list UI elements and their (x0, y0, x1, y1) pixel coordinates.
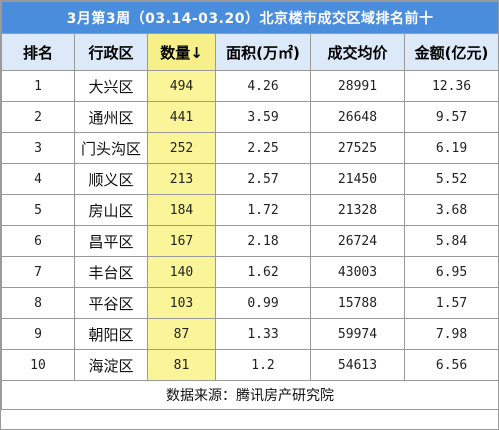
cell-count: 252 (147, 132, 216, 164)
table-title: 3月第3周（03.14-03.20）北京楼市成交区域排名前十 (0, 1, 499, 34)
cell-district: 顺义区 (74, 163, 148, 195)
cell-price: 59974 (310, 318, 405, 350)
cell-area: 0.99 (215, 287, 311, 319)
cell-amount: 12.36 (403, 70, 499, 102)
cell-price: 28991 (310, 70, 405, 102)
cell-amount: 6.95 (403, 256, 499, 288)
cell-rank: 8 (1, 287, 75, 319)
cell-rank: 7 (1, 256, 75, 288)
cell-rank: 5 (1, 194, 75, 226)
cell-district: 海淀区 (74, 349, 148, 381)
cell-price: 43003 (310, 256, 405, 288)
cell-area: 2.57 (215, 163, 311, 195)
cell-area: 2.18 (215, 225, 311, 257)
table-row: 8 平谷区 103 0.99 15788 1.57 (1, 287, 499, 319)
table-row: 2 通州区 441 3.59 26648 9.57 (1, 101, 499, 133)
cell-amount: 3.68 (403, 194, 499, 226)
title-row: 3月第3周（03.14-03.20）北京楼市成交区域排名前十 (0, 1, 499, 34)
table-row: 1 大兴区 494 4.26 28991 12.36 (1, 70, 499, 102)
table-row: 4 顺义区 213 2.57 21450 5.52 (1, 163, 499, 195)
cell-count: 103 (147, 287, 216, 319)
cell-area: 2.25 (215, 132, 311, 164)
cell-count: 441 (147, 101, 216, 133)
header-row: 排名 行政区 数量↓ 面积(万㎡) 成交均价 金额(亿元) (1, 33, 499, 71)
cell-area: 1.33 (215, 318, 311, 350)
data-source-note: 数据来源：腾讯房产研究院 (0, 380, 499, 410)
cell-district: 大兴区 (74, 70, 148, 102)
cell-amount: 5.52 (403, 163, 499, 195)
cell-rank: 2 (1, 101, 75, 133)
table-row: 9 朝阳区 87 1.33 59974 7.98 (1, 318, 499, 350)
cell-amount: 9.57 (403, 101, 499, 133)
cell-count: 213 (147, 163, 216, 195)
cell-district: 朝阳区 (74, 318, 148, 350)
cell-amount: 1.57 (403, 287, 499, 319)
cell-district: 平谷区 (74, 287, 148, 319)
cell-count: 81 (147, 349, 216, 381)
cell-district: 昌平区 (74, 225, 148, 257)
cell-count: 140 (147, 256, 216, 288)
cell-area: 1.72 (215, 194, 311, 226)
header-rank: 排名 (1, 33, 75, 71)
table-row: 10 海淀区 81 1.2 54613 6.56 (1, 349, 499, 381)
cell-amount: 7.98 (403, 318, 499, 350)
header-count-sorted[interactable]: 数量↓ (147, 33, 216, 71)
ranking-table: 3月第3周（03.14-03.20）北京楼市成交区域排名前十 排名 行政区 数量… (0, 1, 499, 410)
cell-amount: 5.84 (403, 225, 499, 257)
cell-area: 1.62 (215, 256, 311, 288)
cell-rank: 6 (1, 225, 75, 257)
cell-price: 21450 (310, 163, 405, 195)
cell-price: 26648 (310, 101, 405, 133)
cell-rank: 3 (1, 132, 75, 164)
cell-district: 丰台区 (74, 256, 148, 288)
cell-price: 54613 (310, 349, 405, 381)
header-area: 面积(万㎡) (215, 33, 311, 71)
cell-count: 494 (147, 70, 216, 102)
cell-price: 21328 (310, 194, 405, 226)
cell-area: 4.26 (215, 70, 311, 102)
cell-district: 房山区 (74, 194, 148, 226)
cell-rank: 9 (1, 318, 75, 350)
cell-amount: 6.56 (403, 349, 499, 381)
cell-price: 15788 (310, 287, 405, 319)
cell-count: 87 (147, 318, 216, 350)
table-row: 3 门头沟区 252 2.25 27525 6.19 (1, 132, 499, 164)
table-row: 6 昌平区 167 2.18 26724 5.84 (1, 225, 499, 257)
cell-rank: 1 (1, 70, 75, 102)
cell-price: 27525 (310, 132, 405, 164)
cell-rank: 10 (1, 349, 75, 381)
cell-price: 26724 (310, 225, 405, 257)
cell-rank: 4 (1, 163, 75, 195)
header-district: 行政区 (74, 33, 148, 71)
cell-area: 3.59 (215, 101, 311, 133)
cell-district: 通州区 (74, 101, 148, 133)
header-price: 成交均价 (310, 33, 405, 71)
footer-row: 数据来源：腾讯房产研究院 (0, 380, 499, 410)
table-row: 5 房山区 184 1.72 21328 3.68 (1, 194, 499, 226)
cell-count: 184 (147, 194, 216, 226)
cell-count: 167 (147, 225, 216, 257)
table-row: 7 丰台区 140 1.62 43003 6.95 (1, 256, 499, 288)
cell-district: 门头沟区 (74, 132, 148, 164)
header-amount: 金额(亿元) (403, 33, 499, 71)
cell-amount: 6.19 (403, 132, 499, 164)
cell-area: 1.2 (215, 349, 311, 381)
